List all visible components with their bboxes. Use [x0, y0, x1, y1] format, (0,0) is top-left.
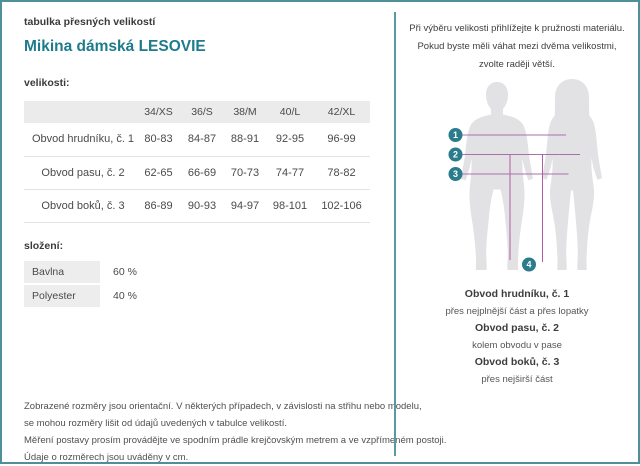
marker-1: 1	[448, 128, 463, 142]
advice-line: zvolte raději větší.	[478, 59, 556, 70]
size-value-cell: 102-106	[313, 189, 370, 223]
size-table: 34/XS 36/S 38/M 40/L 42/XL Obvod hrudník…	[24, 101, 370, 223]
table-row: Obvod boků, č. 3 86-89 90-93 94-97 98-10…	[24, 189, 370, 223]
size-value-cell: 66-69	[181, 156, 223, 190]
material-percent: 40 %	[113, 289, 137, 302]
footnote-line: Údaje o rozměrech jsou uváděny v cm.	[24, 452, 189, 463]
material-name: Bavlna	[24, 260, 100, 283]
material-name: Polyester	[24, 284, 100, 307]
vertical-divider	[394, 12, 396, 456]
size-value-cell: 86-89	[136, 189, 181, 223]
footnote-line: Měření postavy prosím provádějte ve spod…	[24, 435, 447, 446]
size-value-cell: 78-82	[313, 156, 370, 190]
size-value-cell: 98-101	[267, 189, 313, 223]
legend-title: Obvod pasu, č. 2	[474, 322, 560, 334]
legend-description: přes nejplnější část a přes lopatky	[445, 306, 589, 317]
advice-line: Pokud byste měli váhat mezi dvěma veliko…	[417, 41, 617, 52]
male-silhouette-figure	[461, 82, 533, 270]
size-column-header: 34/XS	[136, 101, 181, 123]
composition-table: Bavlna 60 % Polyester 40 %	[24, 260, 382, 307]
size-value-cell: 96-99	[313, 123, 370, 157]
size-value-cell: 92-95	[267, 123, 313, 157]
legend-title: Obvod boků, č. 3	[474, 356, 560, 368]
size-value-cell: 70-73	[223, 156, 267, 190]
left-column: tabulka přesných velikostí Mikina dámská…	[24, 16, 382, 309]
size-value-cell: 88-91	[223, 123, 267, 157]
footnotes: Zobrazené rozměry jsou orientační. V něk…	[24, 398, 447, 466]
composition-row: Bavlna 60 %	[24, 260, 382, 283]
marker-4-number: 4	[526, 260, 531, 270]
marker-3-number: 3	[453, 169, 458, 179]
material-percent: 60 %	[113, 265, 137, 278]
legend-description: kolem obvodu v pase	[472, 340, 562, 351]
measurement-row-label: Obvod boků, č. 3	[24, 189, 136, 223]
marker-2: 2	[448, 147, 463, 162]
size-value-cell: 80-83	[136, 123, 181, 157]
body-measurement-diagram: 1 2 3 4	[448, 79, 602, 272]
composition-row: Polyester 40 %	[24, 284, 382, 307]
composition-label: složení:	[24, 239, 64, 252]
measurement-row-label: Obvod pasu, č. 2	[24, 156, 136, 190]
female-silhouette-figure	[542, 82, 602, 270]
marker-3: 3	[448, 167, 463, 181]
table-eyebrow: tabulka přesných velikostí	[24, 16, 156, 28]
sizes-label: velikosti:	[24, 77, 70, 89]
legend-group: Obvod boků, č. 3 přes nejširší část	[396, 354, 638, 388]
marker-2-number: 2	[453, 150, 458, 160]
table-row: Obvod hrudníku, č. 1 80-83 84-87 88-91 9…	[24, 123, 370, 157]
size-table-corner-cell	[24, 101, 136, 123]
right-column: Při výběru velikosti přihlížejte k pružn…	[396, 2, 638, 74]
size-value-cell: 90-93	[181, 189, 223, 223]
size-column-header: 42/XL	[313, 101, 370, 123]
marker-4: 4	[522, 257, 536, 272]
measurement-legend: Obvod hrudníku, č. 1 přes nejplnější čás…	[396, 286, 638, 388]
legend-title: Obvod hrudníku, č. 1	[464, 288, 570, 300]
footnote-line: se mohou rozměry lišit od údajů uvedenýc…	[24, 418, 287, 429]
size-column-header: 36/S	[181, 101, 223, 123]
page-title: Mikina dámská LESOVIE	[24, 38, 206, 55]
size-table-header-row: 34/XS 36/S 38/M 40/L 42/XL	[24, 101, 370, 123]
size-column-header: 40/L	[267, 101, 313, 123]
size-value-cell: 62-65	[136, 156, 181, 190]
legend-description: přes nejširší část	[481, 374, 553, 385]
legend-group: Obvod hrudníku, č. 1 přes nejplnější čás…	[396, 286, 638, 320]
size-value-cell: 94-97	[223, 189, 267, 223]
advice-line: Při výběru velikosti přihlížejte k pružn…	[409, 23, 625, 34]
size-value-cell: 74-77	[267, 156, 313, 190]
legend-group: Obvod pasu, č. 2 kolem obvodu v pase	[396, 320, 638, 354]
size-column-header: 38/M	[223, 101, 267, 123]
table-row: Obvod pasu, č. 2 62-65 66-69 70-73 74-77…	[24, 156, 370, 190]
marker-1-number: 1	[453, 130, 458, 140]
measurement-row-label: Obvod hrudníku, č. 1	[24, 123, 136, 157]
size-advice-text: Při výběru velikosti přihlížejte k pružn…	[396, 20, 638, 74]
size-value-cell: 84-87	[181, 123, 223, 157]
footnote-line: Zobrazené rozměry jsou orientační. V něk…	[24, 401, 422, 412]
